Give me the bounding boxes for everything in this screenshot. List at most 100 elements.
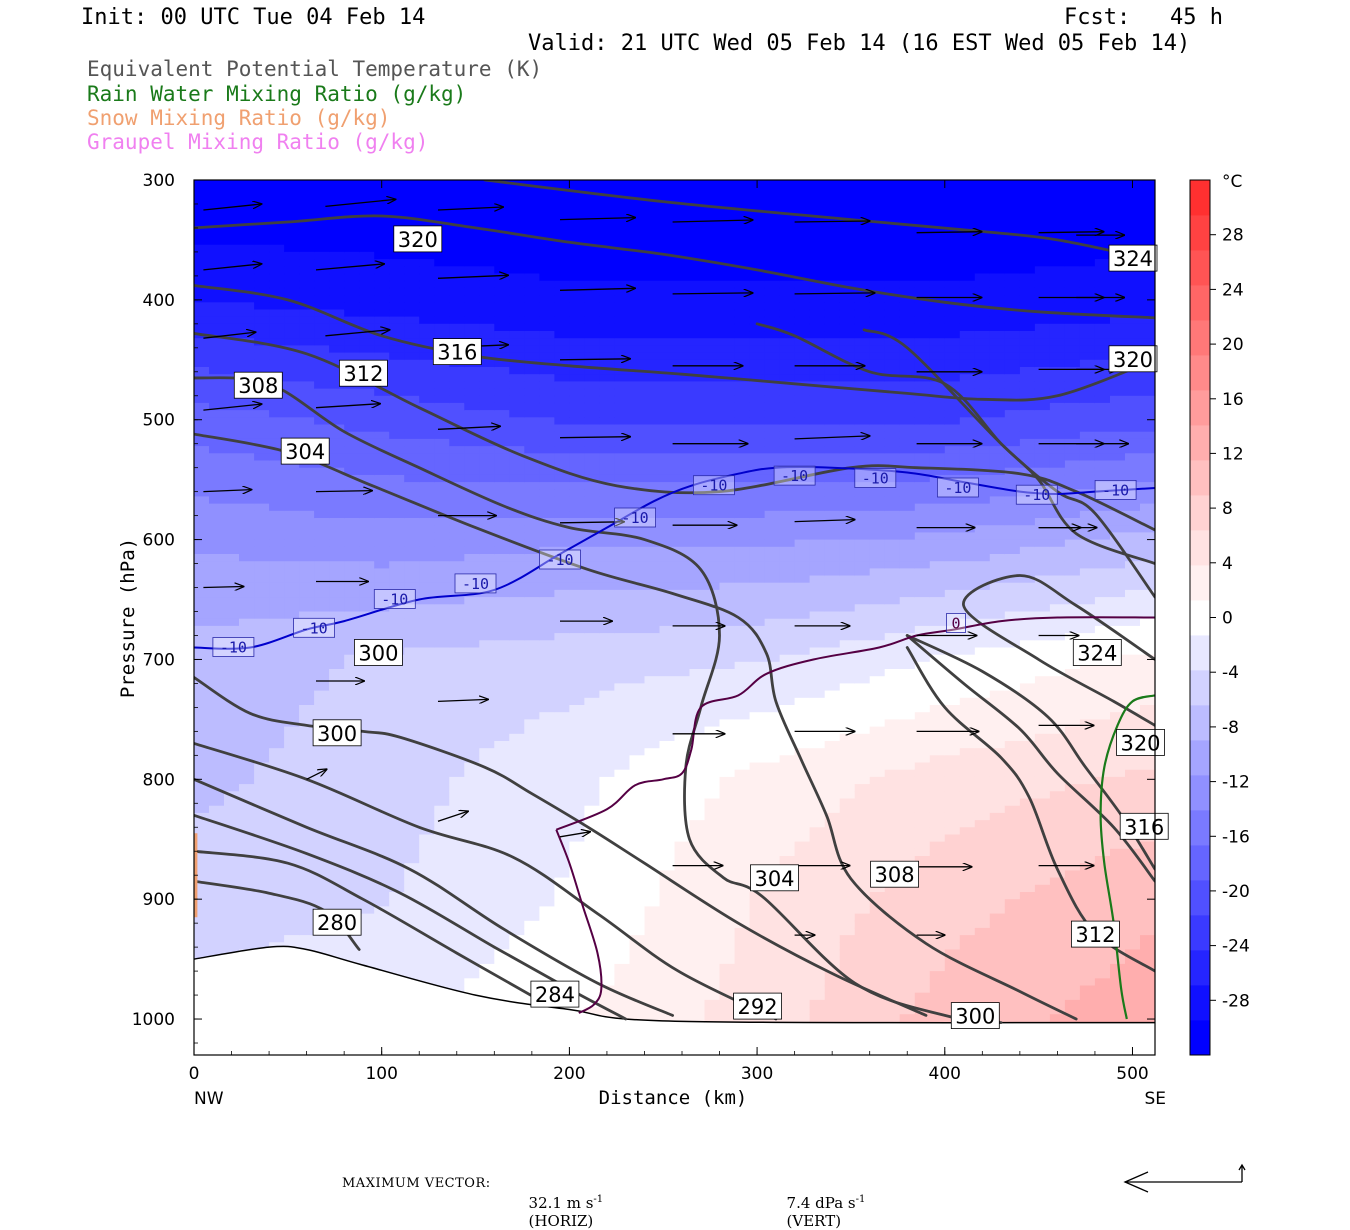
temperature-cell (674, 748, 691, 756)
temperature-cell (209, 280, 225, 289)
temperature-cell (299, 647, 315, 656)
temperature-cell (404, 251, 420, 260)
temperature-cell (479, 899, 495, 907)
temperature-cell (239, 359, 255, 368)
temperature-cell (599, 827, 615, 836)
temperature-cell (299, 295, 315, 303)
temperature-cell (194, 798, 210, 807)
temperature-cell (584, 956, 600, 965)
temperature-cell (479, 776, 495, 785)
temperature-cell (614, 877, 630, 886)
temperature-cell (284, 367, 300, 375)
temperature-cell (659, 935, 676, 943)
temperature-cell (764, 554, 781, 562)
temperature-cell (554, 431, 570, 440)
temperature-cell (314, 827, 330, 836)
temperature-cell (374, 827, 390, 836)
temperature-cell (269, 834, 285, 843)
temperature-cell (584, 345, 600, 354)
temperature-cell (539, 625, 555, 634)
temperature-cell (374, 230, 390, 239)
temperature-cell (629, 877, 646, 886)
temperature-cell (194, 755, 210, 764)
temperature-cell (299, 827, 315, 836)
temperature-cell (584, 496, 600, 505)
temperature-cell (749, 359, 766, 368)
temperature-cell (554, 733, 570, 742)
temperature-cell (404, 963, 420, 972)
temperature-cell (254, 812, 270, 821)
temperature-cell (674, 180, 691, 188)
legend-graupel: Graupel Mixing Ratio (g/kg) (87, 130, 429, 154)
temperature-cell (329, 446, 345, 454)
temperature-cell (479, 841, 495, 850)
temperature-cell (479, 467, 495, 476)
temperature-cell (194, 467, 210, 476)
temperature-cell (599, 589, 615, 598)
temperature-cell (254, 467, 270, 476)
temperature-cell (239, 323, 255, 332)
temperature-cell (299, 762, 315, 771)
temperature-cell (254, 280, 270, 289)
temperature-cell (389, 410, 405, 418)
temperature-cell (209, 503, 225, 512)
temperature-cell (284, 251, 300, 260)
temperature-cell (389, 194, 405, 203)
temperature-cell (299, 525, 315, 533)
temperature-cell (554, 230, 570, 239)
temperature-cell (344, 525, 360, 533)
temperature-cell (224, 180, 240, 188)
temperature-cell (734, 863, 751, 871)
temperature-cell (644, 395, 661, 404)
temperature-cell (434, 978, 450, 987)
temperature-cell (704, 654, 721, 663)
temperature-cell (629, 438, 646, 447)
temperature-cell (404, 618, 420, 627)
temperature-cell (614, 525, 630, 533)
temperature-cell (614, 848, 630, 857)
temperature-cell (704, 575, 721, 584)
temperature-cell (719, 230, 736, 239)
temperature-cell (554, 546, 570, 555)
temperature-cell (749, 604, 766, 613)
temperature-cell (419, 316, 435, 325)
temperature-cell (374, 776, 390, 785)
temperature-cell (269, 784, 285, 792)
temperature-cell (719, 532, 736, 541)
temperature-cell (569, 474, 585, 483)
temperature-cell (539, 316, 555, 325)
temperature-cell (224, 712, 240, 720)
temperature-cell (434, 438, 450, 447)
temperature-cell (449, 618, 465, 627)
temperature-cell (479, 503, 495, 512)
temperature-cell (539, 510, 555, 519)
temperature-cell (239, 805, 255, 814)
temperature-cell (494, 496, 510, 505)
temperature-cell (614, 453, 630, 462)
temperature-cell (344, 856, 360, 864)
temperature-cell (284, 424, 300, 433)
temperature-cell (569, 971, 585, 979)
temperature-cell (269, 352, 285, 361)
temperature-cell (314, 705, 330, 713)
temperature-cell (314, 388, 330, 397)
temperature-cell (734, 985, 751, 994)
temperature-cell (464, 741, 480, 749)
temperature-cell (524, 424, 540, 433)
temperature-cell (224, 316, 240, 325)
temperature-cell (779, 920, 796, 929)
temperature-cell (779, 927, 796, 936)
temperature-cell (674, 482, 691, 490)
temperature-cell (224, 647, 240, 656)
temperature-cell (794, 237, 811, 246)
temperature-cell (209, 259, 225, 267)
temperature-cell (524, 237, 540, 246)
temperature-cell (689, 374, 706, 382)
temperature-cell (704, 510, 721, 519)
temperature-cell (224, 633, 240, 641)
temperature-cell (689, 776, 706, 785)
temperature-cell (644, 237, 661, 246)
temperature-cell (509, 971, 525, 979)
temperature-cell (704, 712, 721, 720)
temperature-cell (644, 489, 661, 497)
